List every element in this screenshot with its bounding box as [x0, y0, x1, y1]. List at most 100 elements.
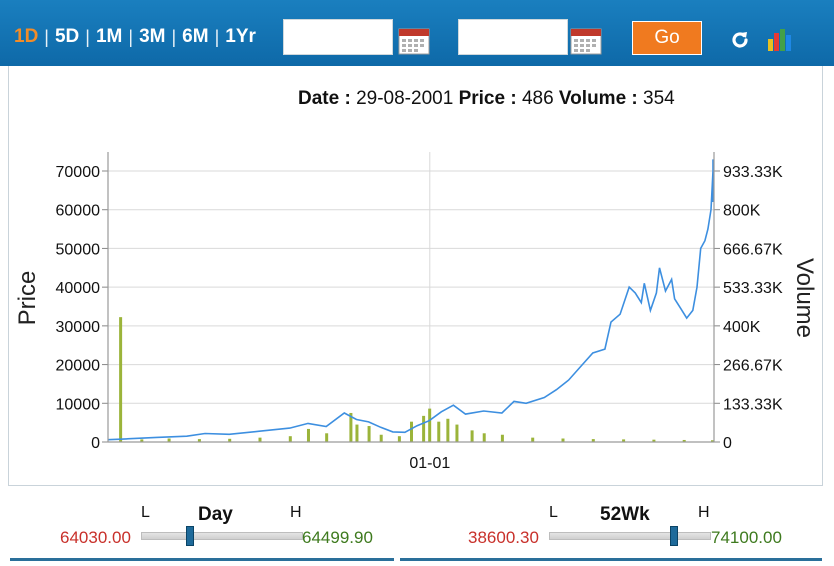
- period-separator: |: [214, 26, 220, 47]
- volume-bar: [455, 424, 459, 442]
- date-label: Date :: [298, 88, 351, 109]
- week52-range-title: 52Wk: [600, 504, 650, 525]
- volume-bar: [470, 430, 474, 442]
- volume-bar: [258, 437, 262, 442]
- go-button[interactable]: Go: [632, 21, 702, 55]
- volume-bar: [410, 421, 413, 442]
- to-date-input[interactable]: [458, 19, 568, 55]
- date-axis-ticks: 01-01: [409, 455, 450, 472]
- day-range-title: Day: [198, 504, 233, 525]
- day-high-label: H: [290, 504, 302, 521]
- divider-left: [10, 558, 394, 561]
- price-volume-chart: 0 10000 20000 30000 40000 50000 60000 70000 0 13…: [14, 152, 818, 472]
- y-tick-label: 30000: [56, 319, 101, 336]
- y2-tick-label: 533.33K: [723, 280, 783, 297]
- y2-tick-label: 133.33K: [723, 396, 783, 413]
- week52-low-value: 38600.30: [468, 528, 539, 547]
- y2-tick-label: 266.67K: [723, 358, 783, 375]
- volume-bar: [140, 439, 144, 442]
- volume-bar: [325, 433, 329, 442]
- y2-tick-label: 800K: [723, 203, 761, 220]
- volume-label: Volume :: [558, 88, 638, 109]
- y-tick-label: 70000: [56, 164, 101, 181]
- volume-bar: [367, 426, 371, 442]
- price-label: Price :: [458, 88, 517, 109]
- volume-bar: [682, 439, 686, 442]
- volume-value: 354: [643, 88, 675, 109]
- volume-bar: [482, 433, 486, 442]
- volume-bar: [349, 412, 353, 442]
- price-axis-ticks: 0 10000 20000 30000 40000 50000 60000 70000: [56, 164, 101, 452]
- y-tick-label: 20000: [56, 358, 101, 375]
- period-5d[interactable]: 5D: [54, 26, 80, 47]
- volume-bar: [446, 418, 450, 442]
- period-1yr[interactable]: 1Yr: [225, 26, 256, 47]
- chart-axes: [107, 152, 715, 443]
- volume-bar: [622, 439, 626, 442]
- period-1m[interactable]: 1M: [95, 26, 123, 47]
- y-tick-label: 50000: [56, 241, 101, 258]
- chart-panel: [8, 66, 823, 486]
- price-info: Date : 29-08-2001 Price : 486 Volume : 3…: [298, 88, 675, 110]
- volume-bar: [119, 317, 123, 442]
- day-range-thumb[interactable]: [185, 526, 194, 546]
- y2-tick-label: 0: [723, 435, 732, 452]
- volume-bar: [306, 428, 310, 442]
- volume-bar: [167, 438, 171, 442]
- volume-bar: [561, 438, 565, 442]
- volume-bar: [531, 437, 535, 442]
- volume-bar: [379, 434, 383, 442]
- period-1d[interactable]: 1D: [14, 26, 39, 47]
- x-tick-label: 01-01: [409, 455, 450, 472]
- day-high-value: 64499.90: [302, 528, 373, 547]
- y-tick-label: 10000: [56, 396, 101, 413]
- period-6m[interactable]: 6M: [182, 26, 209, 47]
- week52-range-thumb[interactable]: [669, 526, 678, 546]
- volume-bar: [437, 421, 441, 442]
- volume-bar: [228, 438, 232, 442]
- volume-bar: [397, 436, 401, 442]
- volume-bar: [652, 439, 656, 442]
- toolbar: 1D | 5D | 1M | 3M | 6M | 1Yr Go: [0, 0, 834, 66]
- period-separator: |: [85, 26, 90, 47]
- volume-bars: [119, 317, 714, 442]
- calendar-icon[interactable]: [398, 27, 430, 55]
- refresh-icon[interactable]: [728, 28, 752, 52]
- week52-high-label: H: [698, 504, 710, 521]
- volume-axis-title: Volume: [791, 258, 818, 338]
- price-line: [107, 159, 714, 441]
- from-date-input[interactable]: [283, 19, 393, 55]
- period-separator: |: [128, 26, 134, 47]
- bar-chart-icon[interactable]: [766, 25, 794, 53]
- period-selector: 1D | 5D | 1M | 3M | 6M | 1Yr: [14, 26, 256, 48]
- period-3m[interactable]: 3M: [139, 26, 166, 47]
- day-range-track: [141, 532, 303, 540]
- volume-bar: [591, 439, 595, 442]
- day-low-label: L: [141, 504, 150, 521]
- volume-bar: [288, 436, 292, 442]
- week52-low-label: L: [549, 504, 558, 521]
- volume-bar: [422, 415, 426, 442]
- date-value: 29-08-2001: [356, 88, 454, 109]
- calendar-icon[interactable]: [570, 27, 602, 55]
- y2-tick-label: 666.67K: [723, 241, 783, 258]
- volume-bar: [428, 408, 432, 442]
- y-tick-label: 60000: [56, 203, 101, 220]
- volume-axis-ticks: 0 133.33K 266.67K 400K 533.33K 666.67K 800K 933…: [723, 164, 783, 452]
- period-separator: |: [44, 26, 49, 47]
- volume-bar: [711, 440, 714, 442]
- price-value: 486: [521, 88, 554, 109]
- day-low-value: 64030.00: [60, 528, 131, 547]
- chart-grid: [102, 152, 720, 443]
- week52-high-value: 74100.00: [711, 528, 782, 547]
- period-separator: |: [171, 26, 177, 47]
- y-tick-label: 40000: [56, 280, 101, 297]
- volume-bar: [197, 439, 201, 442]
- y2-tick-label: 933.33K: [723, 164, 783, 181]
- volume-bar: [500, 434, 504, 442]
- y2-tick-label: 400K: [723, 319, 761, 336]
- week52-range-track: [549, 532, 711, 540]
- volume-bar: [355, 424, 359, 442]
- price-axis-title: Price: [14, 271, 41, 326]
- y-tick-label: 0: [91, 435, 100, 452]
